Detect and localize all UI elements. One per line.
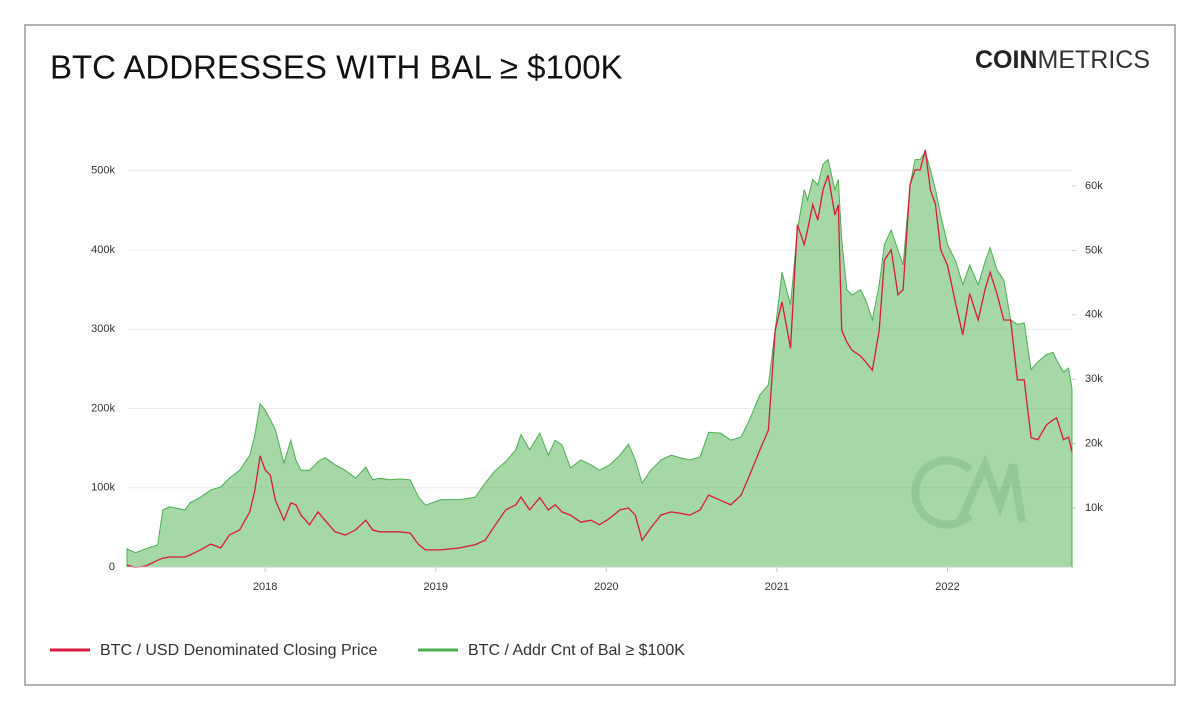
chart-title: BTC ADDRESSES WITH BAL ≥ $100K [50, 49, 623, 86]
y-tick-label: 0 [109, 561, 115, 573]
watermark-m [956, 454, 1026, 524]
logo: COINMETRICS [975, 46, 1150, 74]
y-tick-label: 400k [91, 244, 115, 256]
y2-tick-label: 50k [1085, 244, 1103, 256]
y-tick-label: 500k [91, 165, 115, 177]
y-tick-label: 100k [91, 482, 115, 494]
legend-label: BTC / USD Denominated Closing Price [100, 642, 378, 659]
y2-tick-label: 60k [1085, 180, 1103, 192]
y2-tick-label: 20k [1085, 438, 1103, 450]
area [126, 150, 1073, 568]
watermark [911, 454, 1026, 529]
x-tick-label: 2019 [424, 581, 448, 593]
y-tick-label: 200k [91, 402, 115, 414]
x-tick-label: 2021 [765, 581, 789, 593]
logo-bold: COIN [975, 46, 1038, 74]
x-tick-label: 2022 [935, 581, 959, 593]
legend-label: BTC / Addr Cnt of Bal ≥ $100K [468, 642, 685, 659]
y2-tick-label: 10k [1085, 502, 1103, 514]
logo-light: METRICS [1038, 46, 1151, 74]
plot: 0 100k 200k 300k 400k 500k 10k 20k 30k 40k 50k 60k 2… [91, 149, 1103, 593]
y2-tick-label: 30k [1085, 373, 1103, 385]
y2-tick-label: 40k [1085, 309, 1103, 321]
price-line [126, 149, 1073, 568]
x-tick-label: 2020 [594, 581, 618, 593]
y-tick-label: 300k [91, 323, 115, 335]
x-tick-label: 2018 [253, 581, 277, 593]
watermark-c [911, 456, 973, 529]
